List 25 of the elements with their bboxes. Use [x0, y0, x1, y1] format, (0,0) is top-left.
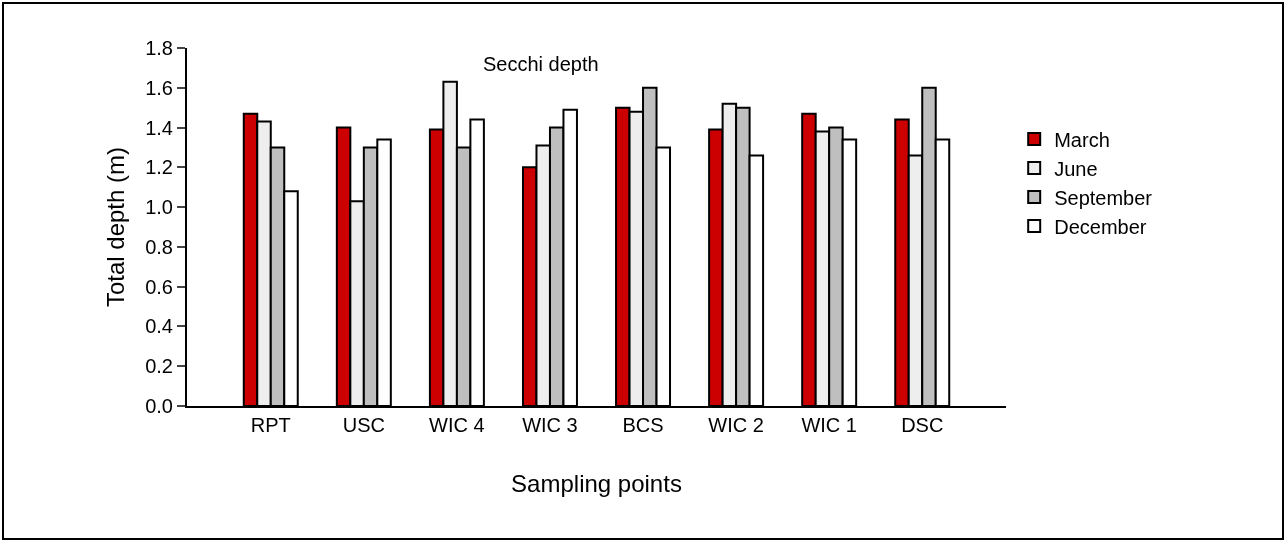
x-tick-label: WIC 2: [708, 414, 764, 436]
x-tick-label: WIC 3: [522, 414, 578, 436]
x-tick-label: WIC 1: [801, 414, 857, 436]
legend-label: September: [1054, 186, 1153, 209]
y-tick-label: 0.6: [145, 275, 173, 298]
chart-title: Secchi depth: [482, 53, 599, 76]
y-tick-label: 1.4: [145, 116, 173, 139]
y-tick-label: 1.2: [145, 156, 173, 179]
legend-label: March: [1054, 128, 1110, 151]
y-tick-label: 1.8: [145, 37, 173, 59]
legend-label: December: [1054, 215, 1147, 238]
y-tick-label: 0.4: [145, 315, 173, 338]
y-axis-title: Total depth (m): [101, 146, 129, 308]
y-tick-label: 0.2: [145, 355, 173, 378]
y-tick-label: 1.6: [145, 76, 173, 99]
legend-label: June: [1054, 157, 1098, 180]
x-tick-label: BCS: [622, 414, 664, 436]
x-axis-title: Sampling points: [511, 469, 682, 497]
y-tick-label: 0.8: [145, 235, 173, 258]
x-tick-label: DSC: [901, 414, 944, 436]
y-tick-label: 0.0: [145, 395, 173, 417]
x-tick-label: RPT: [250, 414, 291, 436]
y-tick-label: 1.0: [145, 196, 173, 219]
x-tick-label: WIC 4: [429, 414, 485, 436]
x-tick-label: USC: [342, 414, 385, 436]
